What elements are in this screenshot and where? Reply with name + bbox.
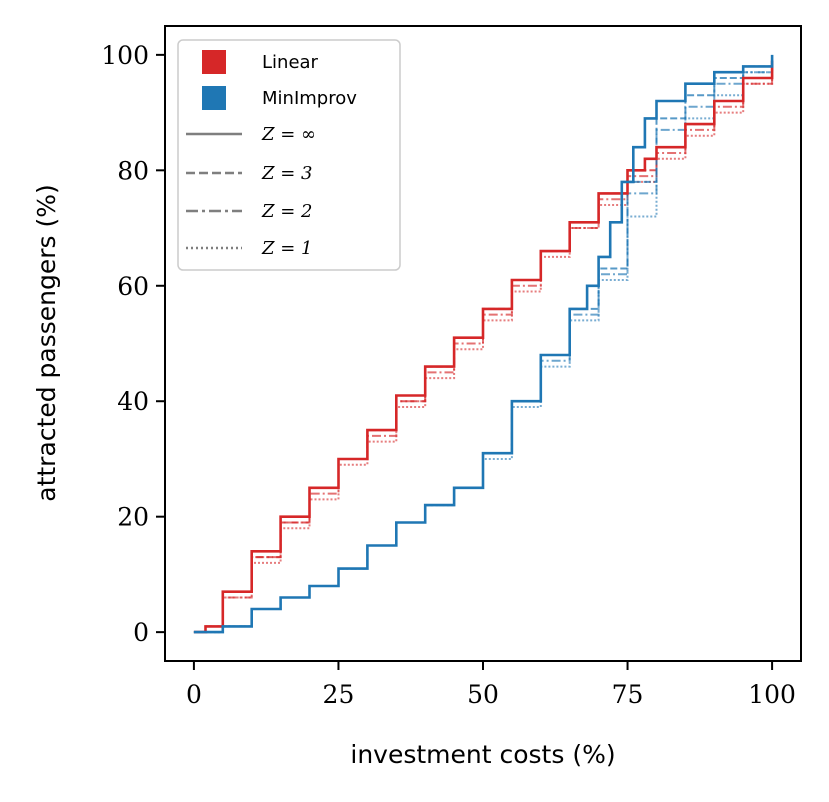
legend-swatch-linear [202,50,226,74]
series-line-linear-z-1 [205,60,774,628]
legend-label-z-inf: Z = ∞ [261,124,316,145]
y-tick-label: 40 [117,387,149,416]
series-line-linear-z-inf [193,60,774,634]
x-tick-label: 75 [612,680,644,709]
x-axis-ticks: 0 25 50 75 100 [186,661,796,709]
y-tick-label: 60 [117,272,149,301]
legend-label-linear: Linear [262,52,319,73]
legend-label-z-2: Z = 2 [261,201,312,222]
legend-swatch-minimprov [202,86,226,110]
y-tick-label: 100 [101,41,149,70]
series-group [193,54,774,634]
x-tick-label: 50 [467,680,499,709]
y-axis-label: attracted passengers (%) [32,184,61,502]
series-line-minimprov-z-inf [193,54,774,634]
x-tick-label: 100 [748,680,796,709]
legend-label-z-1: Z = 1 [261,238,312,259]
y-tick-label: 20 [117,503,149,532]
y-axis-ticks: 0 20 40 60 80 100 [101,41,165,647]
x-tick-label: 25 [323,680,355,709]
legend: Linear MinImprov Z = ∞ Z = 3 Z = 2 Z = 1 [177,39,401,271]
legend-label-minimprov: MinImprov [262,88,357,109]
legend-box [177,39,401,271]
x-tick-label: 0 [186,680,202,709]
y-tick-label: 80 [117,156,149,185]
x-axis-label: investment costs (%) [350,740,615,769]
y-tick-label: 0 [133,618,149,647]
legend-label-z-3: Z = 3 [261,163,312,184]
